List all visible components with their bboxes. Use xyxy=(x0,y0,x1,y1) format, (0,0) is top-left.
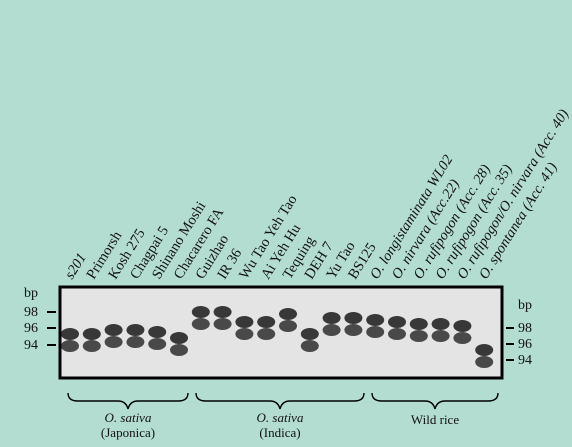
band xyxy=(235,328,253,340)
band xyxy=(366,314,384,326)
band xyxy=(105,324,123,336)
scale-label: 96 xyxy=(518,337,532,352)
band xyxy=(366,326,384,338)
band xyxy=(105,336,123,348)
band xyxy=(323,324,341,336)
band xyxy=(170,344,188,356)
band xyxy=(301,340,319,352)
band xyxy=(301,328,319,340)
band xyxy=(453,320,471,332)
page: {"lanes": ["s201", "Primorsh", "Kosh 275… xyxy=(0,0,572,447)
band xyxy=(279,320,297,332)
group-label: O. sativa xyxy=(257,410,304,425)
band xyxy=(257,316,275,328)
band xyxy=(192,318,210,330)
scale-label: 94 xyxy=(518,353,532,368)
band xyxy=(214,306,232,318)
band xyxy=(344,312,362,324)
band xyxy=(475,356,493,368)
band xyxy=(257,328,275,340)
band xyxy=(214,318,232,330)
band xyxy=(235,316,253,328)
group-label: Wild rice xyxy=(411,412,459,427)
scale-label: 98 xyxy=(518,321,532,336)
band xyxy=(148,338,166,350)
band xyxy=(432,318,450,330)
scale-label: 98 xyxy=(24,305,38,320)
group-label: O. sativa xyxy=(105,410,152,425)
band xyxy=(83,340,101,352)
band xyxy=(388,316,406,328)
band xyxy=(170,332,188,344)
band xyxy=(279,308,297,320)
band xyxy=(323,312,341,324)
scale-unit: bp xyxy=(518,298,532,313)
band xyxy=(61,328,79,340)
figure: O. sativa (Japonica) O. sativa (Indica) … xyxy=(0,0,572,447)
scale-label: 96 xyxy=(24,321,38,336)
band xyxy=(475,344,493,356)
band xyxy=(148,326,166,338)
band xyxy=(83,328,101,340)
scale-unit: bp xyxy=(24,286,38,301)
band xyxy=(410,330,428,342)
band xyxy=(126,336,144,348)
band xyxy=(388,328,406,340)
band xyxy=(61,340,79,352)
band xyxy=(192,306,210,318)
band xyxy=(126,324,144,336)
band xyxy=(344,324,362,336)
band xyxy=(453,332,471,344)
group-sublabel: (Japonica) xyxy=(101,425,155,440)
band xyxy=(432,330,450,342)
band xyxy=(410,318,428,330)
scale-label: 94 xyxy=(24,338,38,353)
group-sublabel: (Indica) xyxy=(259,425,300,440)
